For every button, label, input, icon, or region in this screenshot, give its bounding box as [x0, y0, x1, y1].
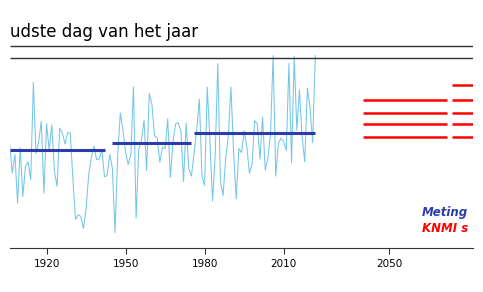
- Text: Meting: Meting: [422, 206, 468, 219]
- Text: KNMI s: KNMI s: [422, 222, 468, 235]
- Text: udste dag van het jaar: udste dag van het jaar: [10, 23, 198, 41]
